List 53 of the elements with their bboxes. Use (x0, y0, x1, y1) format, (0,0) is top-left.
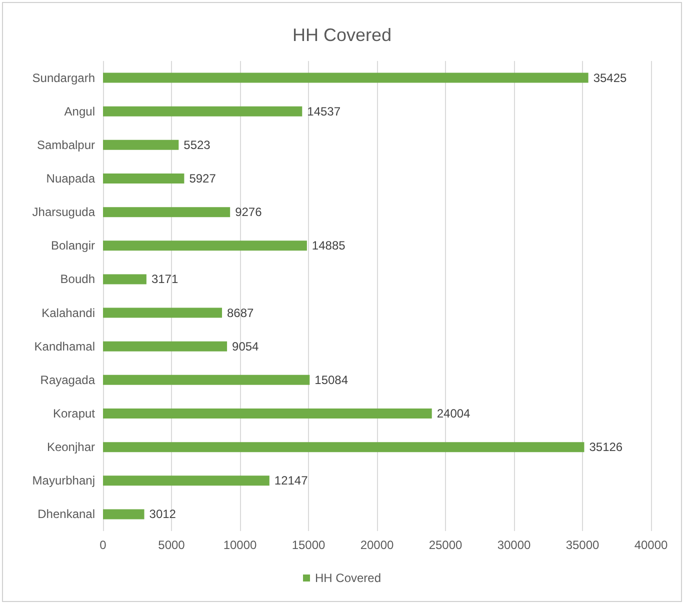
bar (103, 274, 146, 284)
x-tick-label: 40000 (634, 538, 668, 552)
data-label: 5927 (189, 172, 216, 186)
x-tick-label: 0 (100, 538, 107, 552)
data-label: 9054 (232, 339, 260, 354)
x-tick-label: 15000 (292, 538, 326, 552)
bar (103, 308, 222, 318)
bar (103, 72, 588, 83)
data-label: 5523 (184, 138, 211, 152)
bar (103, 374, 310, 385)
x-tick-label: 5000 (158, 538, 186, 552)
y-tick-label: Rayagada (40, 372, 96, 387)
x-tick-label: 35000 (566, 538, 600, 552)
bar (103, 509, 144, 520)
data-label: 14537 (307, 104, 341, 118)
data-label: 12147 (274, 474, 308, 488)
y-tick-label: Boudh (60, 272, 95, 286)
bar (103, 106, 302, 116)
y-tick-label: Keonjhar (46, 440, 95, 454)
data-label: 35126 (589, 440, 623, 454)
bar (103, 442, 584, 452)
y-tick-label: Nuapada (46, 172, 96, 186)
x-tick-label: 20000 (360, 538, 394, 552)
x-tick-label: 25000 (428, 538, 463, 552)
bar (103, 140, 179, 150)
y-tick-label: Dhenkanal (38, 507, 95, 522)
x-tick-label: 10000 (223, 538, 258, 552)
bar (103, 408, 432, 418)
chart-title: HH Covered (292, 25, 392, 45)
y-tick-label: Kandhamal (34, 339, 95, 354)
bar (103, 174, 184, 184)
data-label: 3171 (151, 272, 178, 286)
bar (103, 341, 228, 352)
y-tick-label: Angul (64, 104, 95, 118)
legend-label: HH Covered (314, 571, 382, 585)
data-label: 24004 (436, 406, 471, 420)
y-tick-label: Jharsuguda (32, 205, 96, 220)
y-tick-label: Bolangir (50, 238, 95, 253)
y-tick-label: Mayurbhanj (32, 474, 95, 488)
x-tick-label: 30000 (497, 538, 532, 552)
data-label: 8687 (227, 306, 254, 320)
data-label: 35425 (593, 70, 628, 85)
y-tick-label: Sundargarh (32, 70, 95, 85)
y-tick-label: Koraput (52, 406, 96, 420)
bar (103, 240, 307, 251)
y-tick-label: Sambalpur (36, 138, 96, 152)
data-label: 3012 (149, 507, 176, 522)
bar (103, 476, 270, 486)
data-label: 9276 (235, 205, 262, 220)
y-tick-label: Kalahandi (42, 306, 95, 320)
bar (103, 207, 230, 218)
data-label: 14885 (312, 238, 346, 253)
data-label: 15084 (314, 372, 348, 387)
